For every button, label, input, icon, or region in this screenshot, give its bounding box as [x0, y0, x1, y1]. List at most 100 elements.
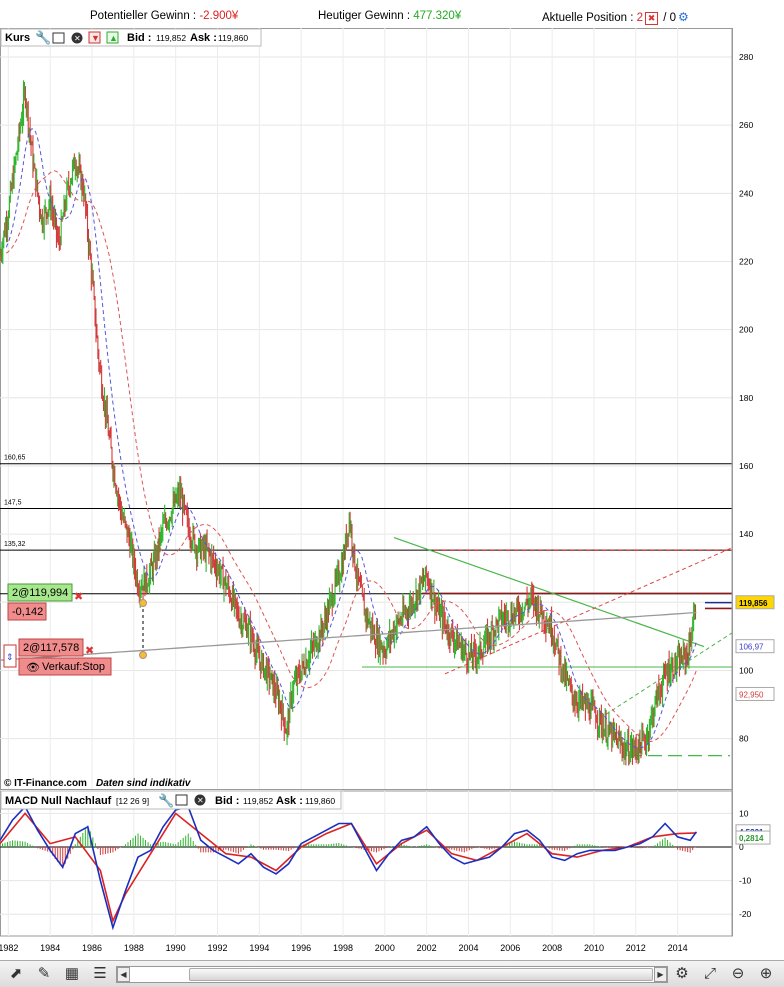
price-tick-label: 280: [739, 52, 753, 62]
price-tick-label: 220: [739, 256, 753, 266]
pnl-value: -0,142: [12, 606, 43, 618]
x-tick-label: 2014: [668, 943, 688, 953]
macd-tick-label: -10: [739, 876, 752, 886]
ma-long-line: [0, 611, 697, 661]
x-tick-label: 1994: [249, 943, 269, 953]
scroll-left-icon[interactable]: ◀: [117, 967, 130, 982]
position-separator: /: [660, 12, 670, 24]
stop-drag-handle[interactable]: [3, 644, 17, 668]
x-tick-label: 2004: [458, 943, 478, 953]
svg-text:✕: ✕: [74, 34, 81, 43]
stop-order-box[interactable]: [18, 638, 84, 657]
buy-icon[interactable]: [106, 31, 119, 44]
x-tick-label: 1998: [333, 943, 353, 953]
pnl-box: [7, 602, 47, 621]
macd-tick-label: 10: [739, 808, 749, 818]
bottom-toolbar: ⬈ ✎ ▦ ☰ ◀ ▶ ⚙ ⤢ ⊖ ⊕: [0, 960, 784, 987]
price-side-label-text: 119,856: [739, 599, 768, 608]
price-tick-label: 140: [739, 529, 753, 539]
potential-gain-value: -2.900¥: [199, 10, 239, 22]
ma-fast-line: [5, 128, 697, 749]
price-side-label-text: 92,950: [739, 690, 764, 699]
x-tick-label: 1984: [40, 943, 60, 953]
sell-icon[interactable]: [88, 31, 101, 44]
eye-icon[interactable]: 👁: [26, 662, 40, 674]
ask-label: Ask :: [190, 32, 217, 44]
x-tick-label: 1982: [0, 943, 18, 953]
bid-label: Bid :: [127, 32, 151, 44]
price-side-label: [735, 639, 775, 654]
stop-order-label: 2@117,578: [23, 642, 79, 654]
disclaimer: Daten sind indikativ: [96, 778, 192, 789]
macd-ask-label: Ask :: [276, 795, 303, 807]
line-tool-icon[interactable]: ✎: [37, 965, 51, 982]
trend-lines: [393, 536, 733, 719]
buy-order-close-icon[interactable]: ✖: [74, 591, 83, 603]
x-tick-label: 2010: [584, 943, 604, 953]
close-panel-icon[interactable]: [71, 32, 83, 44]
zoom-in-icon[interactable]: ⊕: [759, 965, 773, 982]
macd-close-icon[interactable]: [194, 794, 206, 806]
watermark: © IT-Finance.com: [4, 778, 87, 789]
potential-gain-label: Potentieller Gewinn :: [90, 10, 200, 22]
cursor-icon[interactable]: ⬈: [9, 965, 23, 982]
object-list-icon[interactable]: ☰: [93, 965, 107, 982]
today-gain-value: 477.320¥: [413, 10, 462, 22]
price-tick-label: 260: [739, 120, 753, 130]
price-tick-label: 160: [739, 461, 753, 471]
buy-order-box[interactable]: [7, 583, 73, 602]
close-all-icon[interactable]: ✖: [645, 12, 659, 25]
position-settings-icon[interactable]: ⚙: [678, 10, 689, 24]
zoom-out-icon[interactable]: ⊖: [731, 965, 745, 982]
x-tick-label: 1996: [291, 943, 311, 953]
x-tick-label: 2006: [500, 943, 520, 953]
chart-scrollbar[interactable]: ◀ ▶: [116, 966, 668, 983]
macd-line: [0, 805, 698, 931]
position-short-value: 0: [669, 12, 677, 24]
today-gain: Heutiger Gewinn : 477.320¥: [318, 10, 461, 22]
x-tick-label: 2012: [626, 943, 646, 953]
chart-area[interactable]: 160,65 147,5 135,32 280 260 240 220 200 180 160 1…: [0, 28, 784, 958]
macd-ask-value: 119,860: [305, 796, 335, 806]
macd-bid-value: 119,852: [243, 796, 273, 806]
scrollbar-thumb[interactable]: [189, 968, 653, 981]
macd-window-icon[interactable]: [175, 794, 188, 806]
chart-grid: [0, 28, 733, 937]
svg-text:⇕: ⇕: [6, 652, 14, 662]
settings-icon[interactable]: ⚙: [675, 965, 689, 982]
signal-line: [0, 812, 697, 924]
bid-value: 119,852: [156, 33, 186, 43]
stop-type-label: Verkauf:Stop: [42, 661, 105, 673]
macd-tick-label: 0: [739, 842, 744, 852]
x-tick-label: 1988: [124, 943, 144, 953]
macd-wrench-icon[interactable]: 🔧: [158, 792, 174, 808]
indicator-icon[interactable]: ▦: [64, 965, 80, 982]
level-label: 147,5: [4, 500, 22, 507]
macd-bid-label: Bid :: [215, 795, 239, 807]
svg-text:▼: ▼: [91, 33, 100, 43]
level-label: 160,65: [4, 455, 26, 462]
price-side-label-text: 106,97: [739, 643, 764, 652]
macd-side-label-text: 0,2814: [739, 834, 764, 843]
x-tick-label: 1992: [207, 943, 227, 953]
axes: 28026024022020018016014012010080100-10-2…: [0, 28, 753, 953]
macd-tick-label: -20: [739, 909, 752, 919]
potential-gain: Potentieller Gewinn : -2.900¥: [90, 10, 238, 22]
stop-type-box: [18, 657, 112, 676]
macd-panel-title: MACD Null Nachlauf: [5, 795, 112, 807]
order-boxes[interactable]: 2@119,994 ✖ -0,142 ⇕ 2@117,578 ✖ 👁 Verka…: [3, 583, 147, 676]
scroll-right-icon[interactable]: ▶: [654, 967, 667, 982]
zoom-fit-icon[interactable]: ⤢: [703, 965, 716, 982]
wrench-icon[interactable]: 🔧: [35, 29, 51, 45]
price-tick-label: 180: [739, 393, 753, 403]
price-tick-label: 240: [739, 188, 753, 198]
stop-order-close-icon[interactable]: ✖: [85, 645, 94, 657]
level-label: 135,32: [4, 541, 26, 548]
window-icon[interactable]: [52, 32, 65, 44]
macd-side-label: [735, 830, 771, 845]
current-position-label: Aktuelle Position :: [542, 12, 637, 24]
macd-series: [0, 805, 732, 931]
x-tick-label: 2008: [542, 943, 562, 953]
current-position: Aktuelle Position : 2 ✖ / 0 ⚙: [542, 10, 689, 25]
